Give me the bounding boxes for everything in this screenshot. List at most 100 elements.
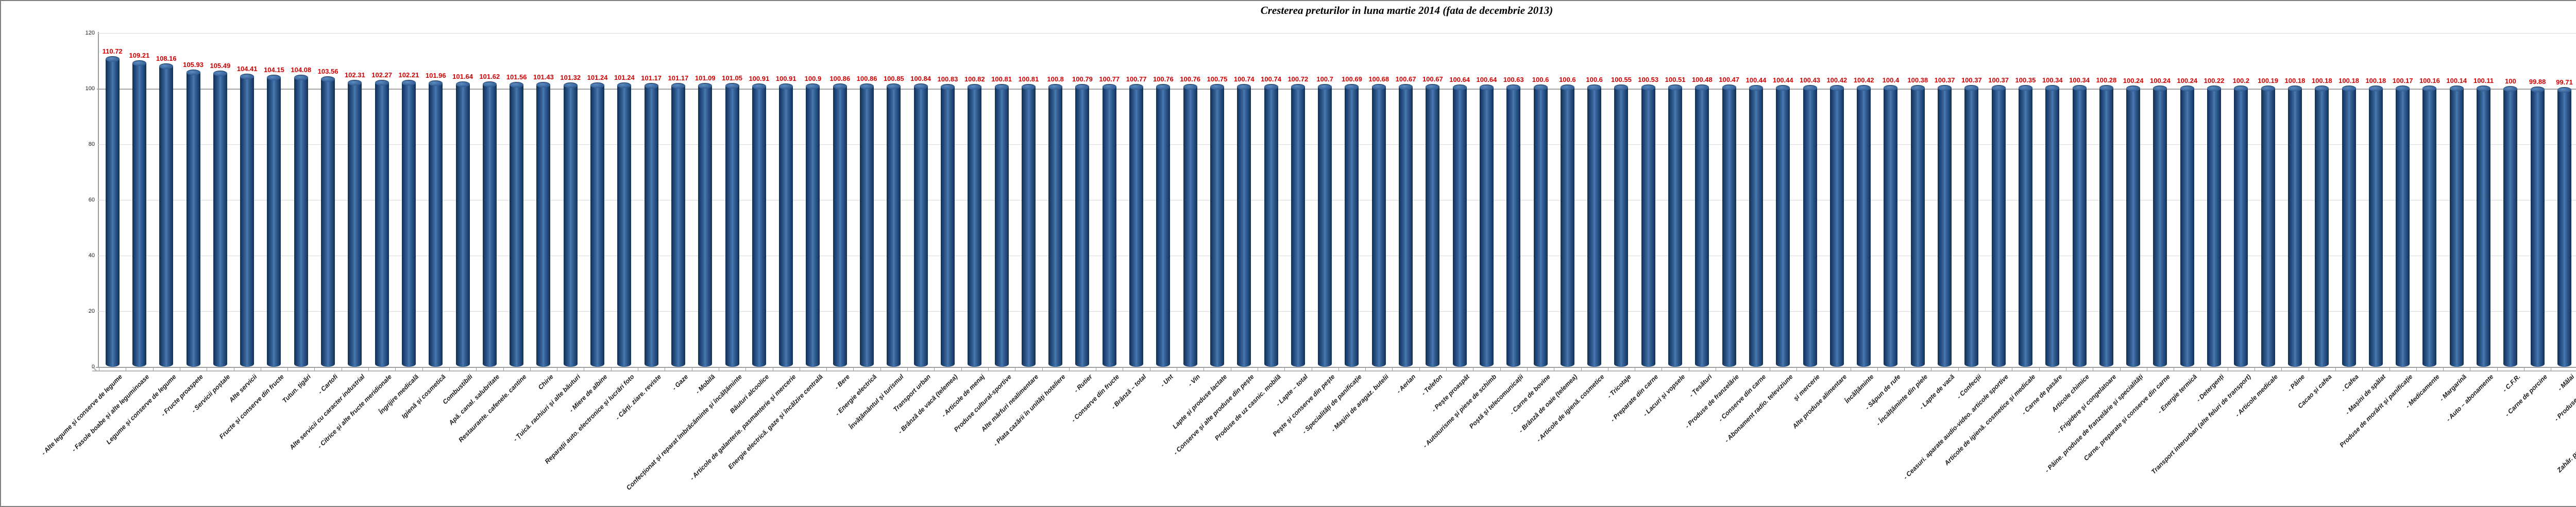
bar (913, 83, 928, 367)
bar (2207, 85, 2222, 367)
x-axis-tick (934, 368, 935, 371)
bar-value-label: 100.67 (1422, 75, 1443, 83)
bar-value-label: 100.17 (2392, 77, 2413, 85)
bar (1803, 84, 1817, 367)
x-axis-tick (2335, 368, 2336, 371)
x-axis-tick (314, 368, 315, 371)
bar (294, 74, 308, 367)
bar-value-label: 100.18 (2284, 77, 2306, 85)
floor-front-edge (92, 370, 2576, 371)
x-axis-tick (287, 368, 289, 371)
bar (1749, 84, 1763, 367)
bar-value-label: 105.93 (183, 60, 204, 69)
x-axis-tick (1392, 368, 1393, 371)
bar (536, 82, 551, 367)
bar-value-label: 100.6 (1586, 75, 1603, 83)
bar-value-label: 100.85 (883, 75, 904, 83)
x-axis-tick (2389, 368, 2390, 371)
bar-value-label: 100.67 (1395, 75, 1416, 83)
bar (1048, 83, 1063, 367)
bar-value-label: 100.74 (1233, 75, 1255, 83)
bar (1291, 84, 1305, 367)
bar (213, 71, 227, 367)
bar (887, 83, 901, 367)
x-axis-tick (476, 368, 477, 371)
x-axis-tick (2200, 368, 2201, 371)
bar (779, 83, 793, 367)
bar (2557, 87, 2571, 367)
bar (2477, 86, 2491, 367)
bar-value-label: 101.32 (560, 73, 581, 81)
bar (1237, 84, 1251, 367)
bar-value-label: 100.6 (1559, 75, 1576, 83)
bar-value-label: 100.64 (1476, 75, 1497, 83)
x-axis-tick (1042, 368, 1043, 371)
x-axis-tick (503, 368, 504, 371)
bar-value-label: 100.2 (2232, 76, 2250, 84)
bar-value-label: 100.91 (775, 75, 796, 83)
bar-value-label: 102.27 (371, 71, 393, 79)
bar (563, 82, 578, 367)
bar (860, 83, 874, 367)
bar-value-label: 102.21 (398, 71, 419, 79)
bar-value-label: 100.64 (1449, 75, 1470, 83)
bar (1668, 84, 1683, 367)
bar-value-label: 100.24 (2123, 76, 2144, 84)
bar (401, 80, 416, 367)
x-axis-tick (611, 368, 612, 371)
bar-value-label: 100.7 (1316, 75, 1333, 83)
bar (1102, 83, 1116, 367)
bar (186, 69, 200, 367)
bar-value-label: 100.42 (1826, 76, 1848, 84)
bar-value-label: 100.8 (1047, 75, 1064, 83)
bar-value-label: 100.79 (1072, 75, 1093, 83)
bar (429, 80, 443, 367)
bar-value-label: 100.44 (1772, 76, 1793, 84)
bar (2045, 85, 2060, 367)
bar-value-label: 101.43 (533, 73, 554, 81)
bar (2072, 85, 2087, 367)
bar (2234, 85, 2248, 367)
bar (1021, 83, 1036, 367)
bar (2099, 85, 2113, 367)
bar-value-label: 100.14 (2446, 77, 2467, 85)
bar (2422, 86, 2437, 367)
bar (2342, 86, 2356, 367)
bar-value-label: 100.74 (1261, 75, 1281, 83)
bar (698, 83, 713, 367)
bar-value-label: 104.41 (236, 65, 258, 73)
bar (455, 81, 470, 367)
bar (590, 82, 605, 367)
bar-value-label: 100 (2504, 77, 2516, 85)
bar-value-label: 101.96 (425, 72, 446, 80)
bar (159, 63, 174, 367)
bar (2368, 86, 2383, 367)
bar-value-label: 109.21 (129, 52, 150, 60)
bar-value-label: 100.68 (1368, 75, 1389, 83)
gridline-20 (97, 311, 2576, 312)
bar-value-label: 100.16 (2419, 77, 2440, 85)
bar-value-label: 108.16 (156, 54, 177, 62)
bar-value-label: 100.6 (1532, 75, 1549, 83)
bar (644, 82, 658, 367)
x-axis-tick (1742, 368, 1743, 371)
x-axis-tick (1284, 368, 1285, 371)
x-axis-tick (988, 368, 989, 371)
bar-value-label: 104.08 (291, 65, 312, 74)
bar-value-label: 104.15 (264, 65, 284, 74)
x-axis-tick (2281, 368, 2282, 371)
x-axis-tick (368, 368, 369, 371)
x-axis-tick (2120, 368, 2121, 371)
bar-value-label: 100.84 (910, 75, 931, 83)
x-axis-tick (1500, 368, 1501, 371)
bar (105, 56, 120, 367)
x-axis-tick (961, 368, 962, 371)
bar (1641, 84, 1655, 367)
category-label: Legume și conserve de legume (105, 373, 178, 446)
bar (1345, 84, 1359, 367)
x-axis-tick (2362, 368, 2363, 371)
bar-value-label: 101.62 (479, 73, 500, 81)
bar-value-label: 100.44 (1745, 76, 1767, 84)
bar (1910, 84, 1925, 367)
bar-value-label: 100.37 (1988, 76, 2009, 84)
